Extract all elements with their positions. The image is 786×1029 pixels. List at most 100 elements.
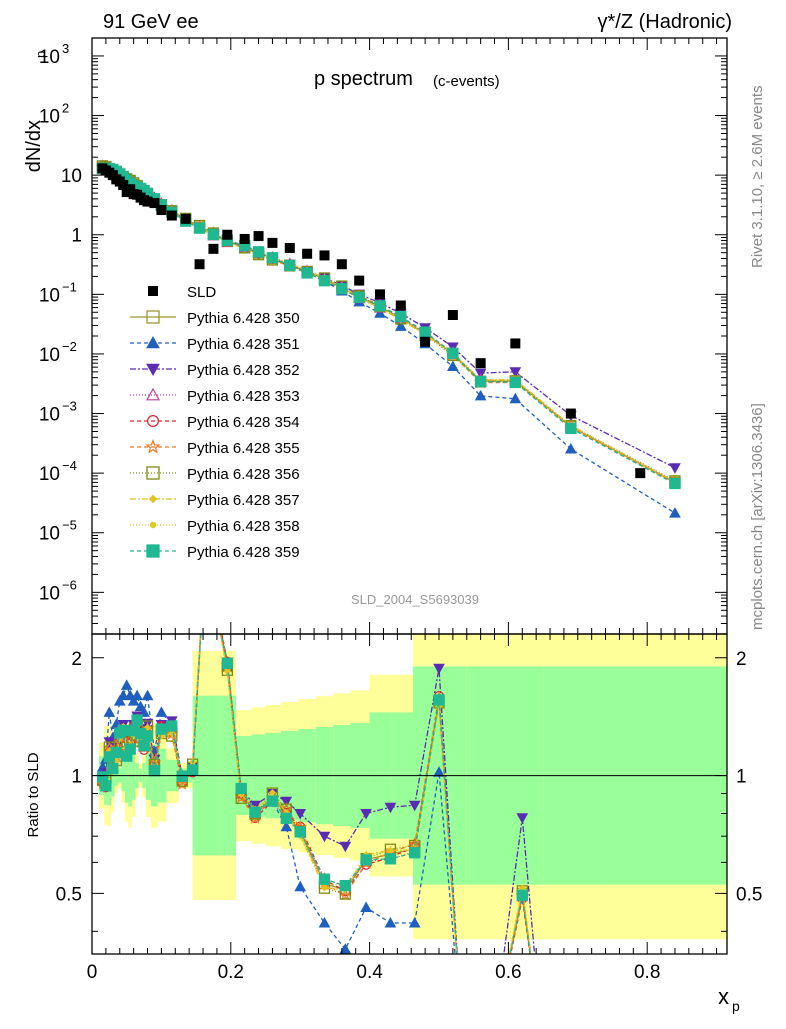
mc-point-top: [266, 252, 279, 264]
mc-point-ratio: [176, 770, 188, 782]
mc-point-ratio: [294, 880, 307, 892]
mc-point-top: [474, 389, 487, 401]
mc-point-top: [318, 275, 331, 287]
mc-point-top: [301, 267, 313, 279]
y-tick-label-top: 10: [39, 583, 60, 604]
mc-point-ratio: [155, 723, 168, 735]
mc-point-ratio: [360, 808, 372, 820]
mc-point-ratio: [433, 663, 445, 675]
sld-point: [420, 336, 431, 347]
x-tick-label: 0.6: [495, 962, 521, 983]
mc-point-top: [474, 375, 487, 388]
legend-marker: [147, 415, 160, 428]
mc-point-ratio: [339, 943, 352, 954]
sld-point: [253, 231, 264, 242]
mc-point-ratio: [141, 730, 154, 742]
sld-point: [284, 242, 295, 253]
y-tick-label-bottom-left: 0.5: [56, 884, 82, 905]
y-tick-label-exponent: −6: [62, 577, 77, 592]
mc-point-ratio: [408, 916, 421, 928]
legend-marker: [146, 363, 160, 377]
mc-point-ratio: [208, 592, 218, 602]
legend-label: Pythia 6.428 359: [187, 544, 300, 561]
y-tick-label-top: 10: [39, 107, 60, 128]
mc-point-ratio: [318, 916, 331, 928]
mc-point-ratio: [141, 689, 154, 701]
sld-point: [142, 196, 153, 207]
y-label-bottom: Ratio to SLD: [25, 752, 42, 837]
legend-label: Pythia 6.428 354: [187, 414, 300, 431]
mc-point-top: [336, 283, 348, 295]
x-tick-label: 0.2: [218, 962, 244, 983]
chart-title-suffix: (c-events): [433, 73, 500, 90]
legend-marker: [146, 335, 160, 349]
axes: 0 0.2 0.4 0.6 0.810 310 210110−110−210−310−410…: [39, 37, 762, 983]
y-tick-label-bottom-right: 2: [736, 649, 747, 670]
y-tick-label-exponent: −4: [62, 458, 77, 473]
y-tick-label-top: 10: [61, 166, 82, 187]
mc-point-ratio: [294, 808, 307, 820]
legend-label: Pythia 6.428 358: [187, 518, 300, 535]
mc-point-ratio: [235, 782, 247, 795]
legend-marker: [148, 494, 158, 504]
mc-point-top: [669, 477, 681, 490]
mc-point-ratio: [211, 597, 216, 602]
mc-point-top: [669, 507, 681, 518]
mc-point-ratio: [131, 714, 143, 726]
legend-marker: [149, 521, 157, 529]
mc-point-ratio: [339, 880, 351, 892]
mc-point-ratio: [234, 790, 248, 804]
mc-point-ratio: [320, 884, 329, 892]
mc-point-ratio: [384, 916, 397, 928]
mc-point-ratio: [339, 841, 352, 853]
y-tick-label-exponent: 3: [62, 41, 69, 56]
y-tick-label-top: 10: [39, 345, 60, 366]
y-tick-label-bottom-right: 0.5: [736, 884, 762, 905]
y-tick-label-bottom-left: 2: [71, 649, 82, 670]
mc-point-ratio: [198, 586, 208, 596]
mc-point-ratio: [360, 854, 372, 866]
mc-point-top: [565, 422, 577, 435]
mc-point-ratio: [186, 764, 199, 776]
legend-label: Pythia 6.428 355: [187, 440, 300, 457]
mc-point-ratio: [166, 720, 178, 732]
mc-point-top: [193, 222, 206, 234]
mc-point-top: [252, 246, 265, 258]
legend-label: Pythia 6.428 351: [187, 336, 300, 353]
bottom-panel-frame: [91, 633, 728, 955]
mc-point-ratio: [516, 813, 529, 824]
sld-point: [319, 250, 330, 261]
sld-point: [267, 237, 278, 248]
data-points: [97, 163, 646, 479]
legend-marker: [146, 466, 160, 480]
ratio-uncertainty-bands: [98, 634, 727, 940]
mc-point-top: [509, 367, 522, 378]
y-tick-label-bottom-left: 1: [71, 767, 82, 788]
mc-point-top: [374, 307, 386, 318]
y-tick-label-bottom-right: 1: [736, 767, 747, 788]
y-tick-label-exponent: −2: [62, 339, 77, 354]
sld-point: [395, 300, 406, 311]
mc-point-ratio: [208, 590, 218, 600]
mc-point-ratio: [200, 590, 206, 596]
sld-point: [475, 358, 486, 369]
mc-point-ratio: [103, 706, 116, 717]
mc-point-top: [394, 320, 407, 331]
mc-point-ratio: [208, 590, 218, 599]
mc-point-ratio: [208, 591, 218, 600]
sld-point: [635, 468, 646, 479]
sld-point: [565, 408, 576, 419]
sld-point: [180, 213, 191, 224]
y-tick-label-top: 10: [39, 405, 60, 426]
mc-point-ratio: [155, 706, 168, 717]
bottom-panel-curves: [96, 586, 536, 954]
legend-label: Pythia 6.428 352: [187, 362, 300, 379]
legend-marker: [145, 387, 161, 401]
sld-point: [118, 180, 129, 191]
y-tick-label-top: 10: [39, 524, 60, 545]
mc-point-ratio: [100, 780, 112, 792]
legend-label: Pythia 6.428 353: [187, 388, 300, 405]
x-tick-label: 0: [87, 962, 98, 983]
sld-point: [208, 243, 219, 254]
